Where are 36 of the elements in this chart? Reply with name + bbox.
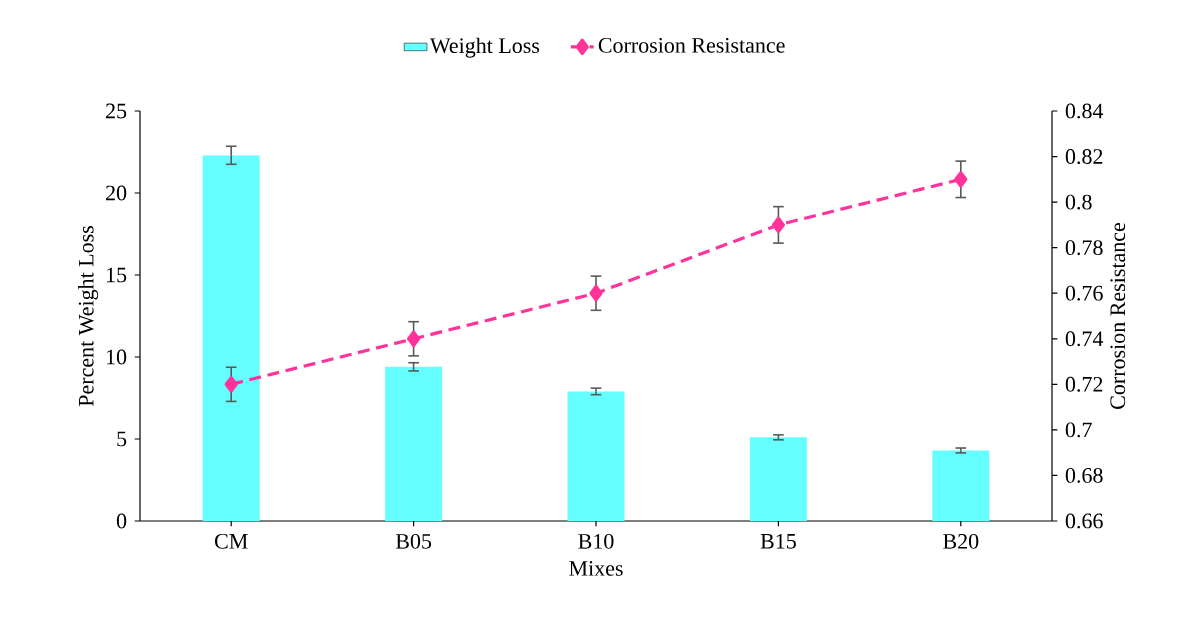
x-tick-label: B05 (395, 533, 432, 549)
y-tick-label: 15 (106, 267, 127, 283)
y2-tick-label: 0.7 (1065, 422, 1092, 438)
y2-tick-label: 0.84 (1065, 103, 1104, 119)
y2-tick-label: 0.8 (1065, 194, 1092, 210)
y2-tick-label: 0.78 (1065, 240, 1103, 256)
bar (567, 391, 625, 521)
bar (202, 155, 260, 521)
point (954, 171, 968, 188)
y2-tick-label: 0.72 (1065, 376, 1103, 392)
y-tick-label: 25 (106, 103, 127, 119)
y2-tick-label: 0.82 (1065, 149, 1103, 165)
y2-tick-label: 0.76 (1065, 285, 1103, 301)
legend-label: Corrosion Resistance (598, 37, 785, 53)
x-tick-label: B20 (943, 533, 979, 549)
legend-label: Weight Loss (429, 37, 540, 58)
bar (749, 437, 807, 521)
y-axis-title: Percent Weight Loss (78, 226, 99, 407)
bar (932, 450, 990, 521)
bar (385, 366, 443, 521)
y2-tick-label: 0.68 (1065, 467, 1103, 483)
point (224, 376, 238, 393)
y-tick-label: 20 (106, 185, 127, 201)
x-tick-label: B10 (578, 533, 614, 549)
point (589, 284, 603, 302)
point (407, 330, 421, 348)
point (771, 216, 786, 234)
x-tick-label: CM (214, 533, 248, 549)
x-tick-label: B15 (760, 533, 796, 549)
y-tick-label: 10 (106, 349, 127, 365)
y2-tick-label: 0.66 (1065, 513, 1103, 529)
y-tick-label: 5 (117, 431, 127, 447)
y-tick-label: 0 (116, 513, 127, 529)
x-axis-title: Mixes (569, 561, 623, 576)
y2-axis-title: Corrosion Resistance (1110, 222, 1126, 409)
y2-tick-label: 0.74 (1065, 331, 1104, 347)
